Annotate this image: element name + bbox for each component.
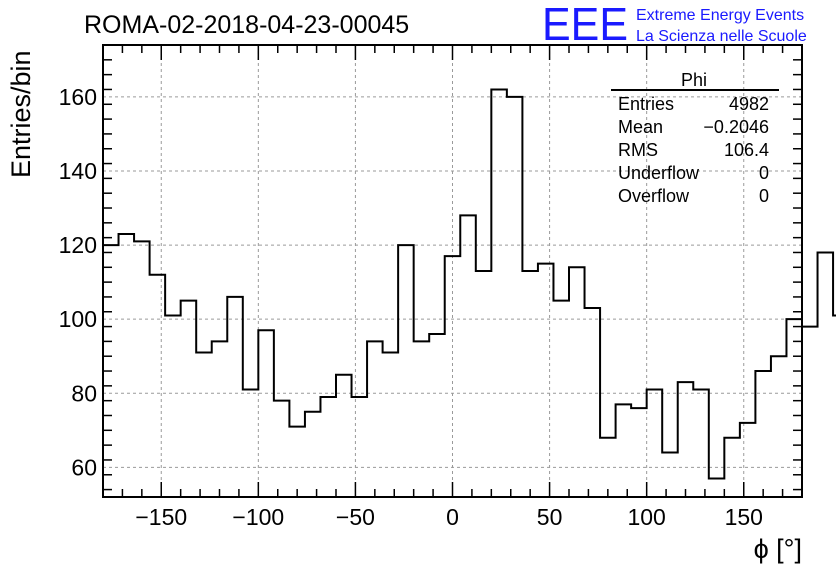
axes xyxy=(102,44,803,498)
x-tick-label: −50 xyxy=(336,504,375,530)
y-tick-label: 80 xyxy=(71,380,97,406)
x-tick-label: 100 xyxy=(627,504,665,530)
stats-box-title: Phi xyxy=(681,70,707,90)
stats-row-label: Overflow xyxy=(618,186,690,206)
x-tick-label: 50 xyxy=(537,504,563,530)
y-tick-label: 120 xyxy=(59,232,97,258)
tick-labels: −150 −100 −50 0 50 100 150 60 80 100 120 140 160 xyxy=(59,84,763,530)
y-tick-label: 60 xyxy=(71,454,97,480)
stats-row-value: 4982 xyxy=(729,94,769,114)
stats-row-label: Mean xyxy=(618,117,663,137)
x-tick-label: −100 xyxy=(232,504,284,530)
stats-row-label: RMS xyxy=(618,140,658,160)
y-tick-label: 160 xyxy=(59,84,97,110)
x-axis-label: ϕ [°] xyxy=(754,534,802,564)
x-tick-label: 0 xyxy=(446,504,459,530)
x-tick-label: 150 xyxy=(725,504,763,530)
histogram-bars xyxy=(102,88,836,497)
stats-row-value: 106.4 xyxy=(724,140,769,160)
stats-row-label: Entries xyxy=(618,94,674,114)
logo-line-2: La Scienza nelle Scuole xyxy=(636,28,807,45)
stats-row-value: 0 xyxy=(759,186,769,206)
eee-logo: EEE Extreme Energy Events La Scienza nel… xyxy=(542,0,807,50)
y-axis-label: Entries/bin xyxy=(6,50,36,178)
y-tick-label: 140 xyxy=(59,158,97,184)
stats-row-value: −0.2046 xyxy=(703,117,769,137)
histogram-outline xyxy=(102,88,836,497)
stats-box: Phi Entries 4982 Mean −0.2046 RMS 106.4 Underf… xyxy=(611,70,779,206)
eee-logo-mark: EEE xyxy=(542,0,628,50)
x-tick-label: −150 xyxy=(135,504,187,530)
run-title: ROMA-02-2018-04-23-00045 xyxy=(84,11,409,39)
grid-lines xyxy=(103,45,802,497)
stats-rows: Entries 4982 Mean −0.2046 RMS 106.4 Underflow 0… xyxy=(618,94,769,206)
stats-row-value: 0 xyxy=(759,163,769,183)
logo-line-1: Extreme Energy Events xyxy=(636,7,804,24)
stats-row-label: Underflow xyxy=(618,163,700,183)
y-tick-label: 100 xyxy=(59,306,97,332)
